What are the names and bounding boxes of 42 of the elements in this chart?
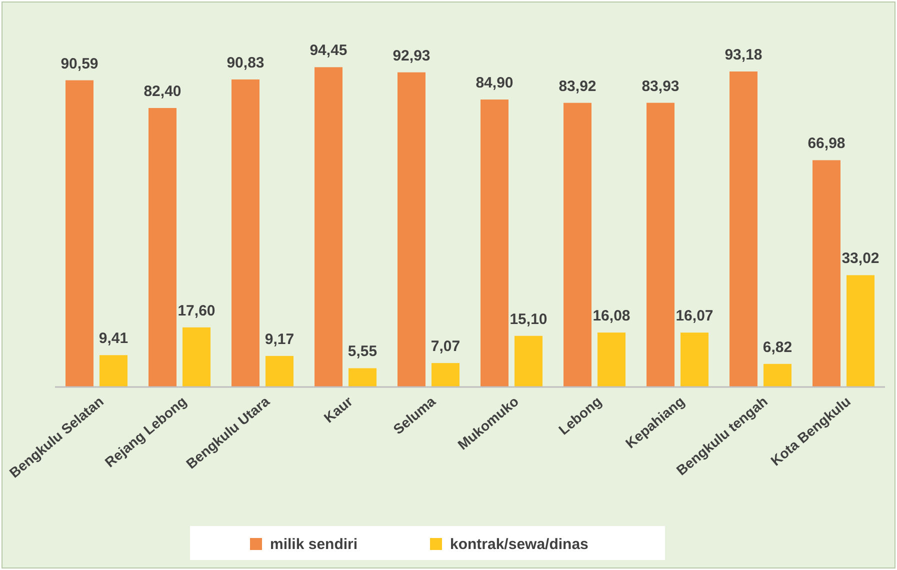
data-label: 84,90 [476,74,514,92]
data-label: 94,45 [310,42,348,60]
data-label: 9,17 [264,330,294,348]
data-label: 92,93 [392,47,430,64]
bar [680,332,708,387]
bar [232,79,260,387]
data-label: 83,93 [642,78,680,95]
data-label: 66,98 [808,135,846,152]
bar [66,80,94,387]
bar [812,160,840,387]
data-label: 5,55 [348,343,378,360]
bar [314,67,342,387]
data-label: 16,07 [676,308,714,325]
data-label: 33,02 [842,250,880,268]
legend-label: milik sendiri [270,536,358,553]
data-label: 90,59 [60,55,98,72]
bar [432,363,460,387]
legend-label: kontrak/sewa/dinas [450,536,588,553]
data-label: 16,08 [592,308,630,325]
data-label: 93,18 [724,46,762,64]
bar [480,100,508,387]
data-label: 9,41 [98,330,128,348]
data-label: 83,92 [558,78,596,95]
data-label: 7,07 [430,338,460,356]
bar [514,336,542,387]
data-label: 15,10 [510,310,548,328]
bar [730,71,758,387]
data-label: 82,40 [144,82,182,100]
bar [398,72,426,387]
bar [764,364,792,387]
bar [348,368,376,387]
bar [100,355,128,387]
data-label: 6,82 [762,338,792,356]
bar [564,102,592,387]
bar [646,102,674,387]
bar [148,108,176,387]
bar [598,332,626,387]
data-label: 17,60 [178,302,216,320]
bar [266,356,294,387]
data-label: 90,83 [226,54,264,72]
bar [182,327,210,387]
bar [846,275,874,387]
